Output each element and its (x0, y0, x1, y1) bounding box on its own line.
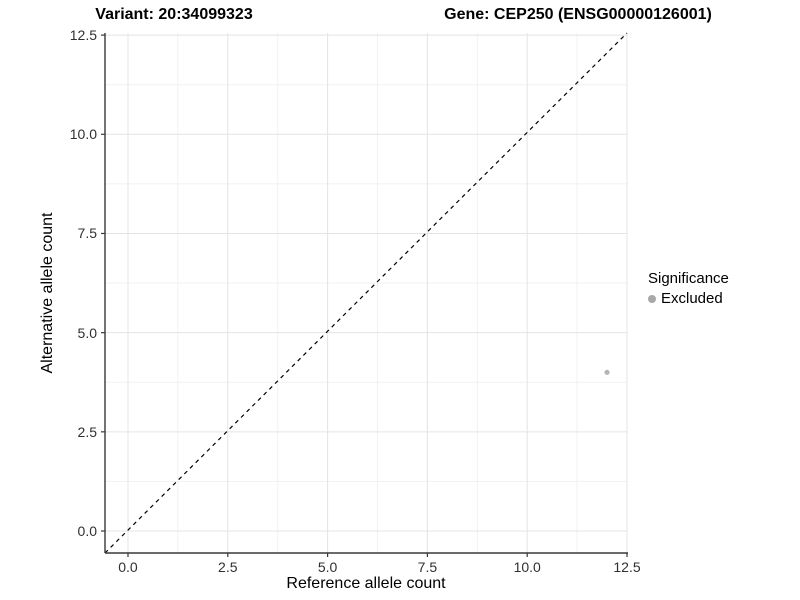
y-tick-label: 5.0 (77, 324, 97, 341)
legend-item-excluded: Excluded (648, 290, 729, 307)
y-tick-label: 7.5 (77, 225, 97, 242)
y-axis-title: Alternative allele count (39, 212, 56, 374)
x-tick-label: 5.0 (317, 559, 338, 575)
excluded-point-icon (648, 294, 656, 303)
legend-title: Significance (648, 270, 729, 287)
y-tick-label: 10.0 (69, 126, 97, 143)
x-axis-title: Reference allele count (286, 575, 446, 592)
identity-dashed-line (104, 32, 628, 554)
legend: Significance Excluded (648, 270, 729, 307)
gene-title: Gene: CEP250 (ENSG00000126001) (444, 6, 712, 23)
y-tick-label: 0.0 (77, 523, 97, 540)
x-tick-label: 2.5 (218, 559, 238, 575)
data-point (604, 369, 610, 375)
x-tick-label: 12.5 (613, 559, 641, 575)
x-tick-label: 7.5 (417, 559, 438, 575)
x-tick-label: 10.0 (513, 559, 541, 575)
x-tick-label: 0.0 (118, 559, 138, 575)
variant-title: Variant: 20:34099323 (95, 6, 253, 23)
y-tick-label: 12.5 (69, 27, 97, 44)
y-tick-label: 2.5 (77, 423, 97, 440)
legend-item-label: Excluded (661, 290, 723, 307)
